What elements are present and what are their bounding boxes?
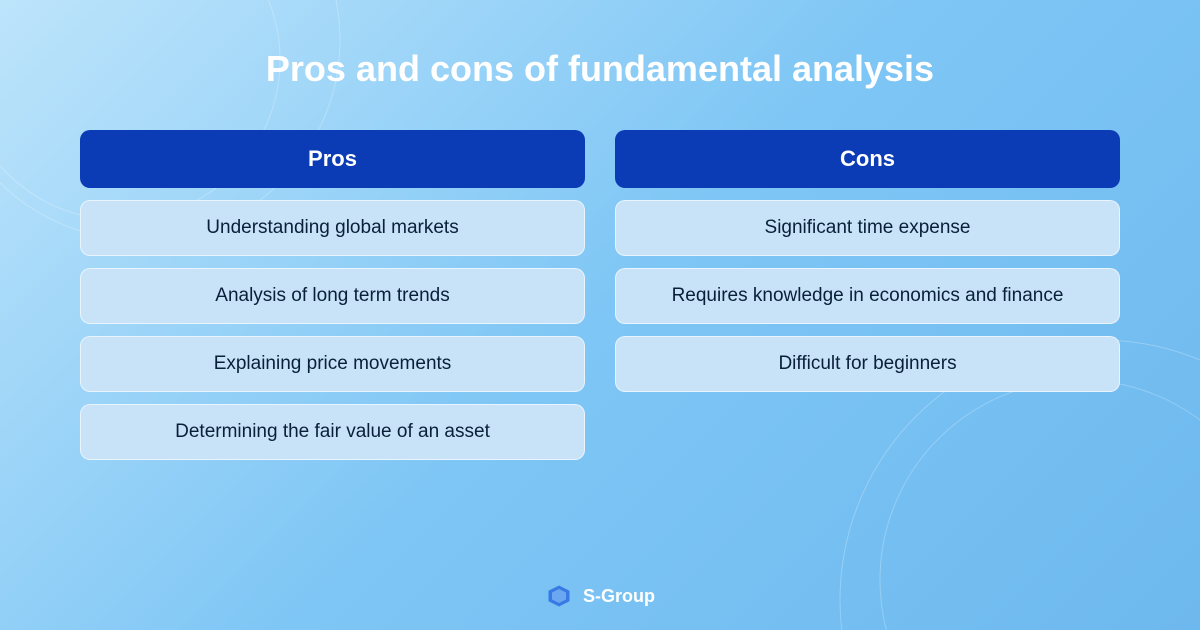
list-item: Determining the fair value of an asset (80, 404, 585, 460)
columns-container: Pros Understanding global markets Analys… (80, 130, 1120, 562)
brand-name: S-Group (583, 586, 655, 607)
page-title: Pros and cons of fundamental analysis (80, 48, 1120, 90)
cons-column: Cons Significant time expense Requires k… (615, 130, 1120, 562)
list-item: Explaining price movements (80, 336, 585, 392)
list-item: Difficult for beginners (615, 336, 1120, 392)
list-item: Requires knowledge in economics and fina… (615, 268, 1120, 324)
brand-footer: S-Group (80, 582, 1120, 610)
list-item: Analysis of long term trends (80, 268, 585, 324)
brand-logo-icon (545, 582, 573, 610)
pros-header: Pros (80, 130, 585, 188)
list-item: Significant time expense (615, 200, 1120, 256)
list-item: Understanding global markets (80, 200, 585, 256)
pros-column: Pros Understanding global markets Analys… (80, 130, 585, 562)
cons-header: Cons (615, 130, 1120, 188)
